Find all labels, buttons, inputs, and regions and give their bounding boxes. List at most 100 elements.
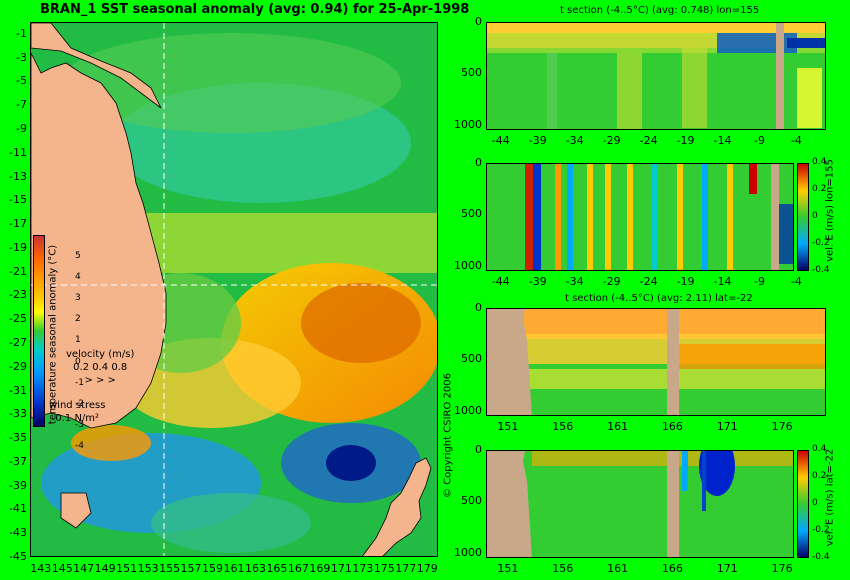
velocity-stripe xyxy=(533,164,541,270)
column-stripe xyxy=(547,53,557,129)
velocity-stripe xyxy=(682,451,688,491)
cold-anomaly-core xyxy=(326,445,376,481)
velocity-legend-arrows: > > > xyxy=(84,375,116,386)
map-y-tick-label: -21 xyxy=(9,264,27,278)
velocity-stripe xyxy=(727,164,733,270)
velocity-legend-values: 0.2 0.4 0.8 xyxy=(73,362,128,373)
map-y-tick-label: -25 xyxy=(9,312,27,326)
section-x-tick-label: -44 xyxy=(491,134,510,147)
section-x-tick-label: 151 xyxy=(497,562,519,575)
velocity-stripe xyxy=(779,204,793,264)
map-y-tick-label: -35 xyxy=(9,431,27,445)
section-x-tick-label: 161 xyxy=(607,420,629,433)
section-y-tick-label: 0 xyxy=(475,301,482,314)
section-x-tick-label: 161 xyxy=(607,562,629,575)
velocity-colorbar-tick: 0.4 xyxy=(812,444,827,454)
map-y-tick-label: -11 xyxy=(9,145,27,159)
sst-anomaly-heatmap xyxy=(31,23,437,556)
land-mask xyxy=(776,23,784,129)
new-zealand-landmass xyxy=(362,457,432,556)
section-x-tick-label: 171 xyxy=(716,420,738,433)
land-mask xyxy=(487,451,532,557)
velocity-stripe xyxy=(749,164,757,194)
temperature-section-lat-22[interactable] xyxy=(486,308,826,416)
panel-1-title: t section (-4..5°C) (avg: 0.748) lon=155 xyxy=(560,5,760,16)
temperature-colorbar-tick: 3 xyxy=(75,293,81,304)
section-x-tick-label: 166 xyxy=(661,420,683,433)
cold-core xyxy=(717,33,797,53)
section-x-tick-label: 156 xyxy=(552,562,574,575)
map-title: BRAN_1 SST seasonal anomaly (avg: 0.94) … xyxy=(40,2,470,17)
section-x-tick-label: -24 xyxy=(639,134,658,147)
section-x-tick-label: 176 xyxy=(771,562,793,575)
temperature-colorbar-tick: -1 xyxy=(75,377,84,388)
velocity-colorbar-tick: 0.2 xyxy=(812,184,827,194)
section-x-tick-label: 166 xyxy=(661,562,683,575)
panel-3-title: t section (-4..5°C) (avg: 2.11) lat=-22 xyxy=(565,293,753,304)
velocity-colorbar-lat-22-label: vel. E (m/s) lat=-22 xyxy=(824,448,836,547)
section-x-tick-label: 171 xyxy=(716,562,738,575)
map-y-tick-label: -29 xyxy=(9,359,27,373)
section-y-tick-label: 1000 xyxy=(454,258,482,272)
map-y-tick-label: -13 xyxy=(9,169,27,183)
section-x-tick-label: 176 xyxy=(771,420,793,433)
velocity-section-lat-22[interactable] xyxy=(486,450,794,558)
section-x-tick-label: -39 xyxy=(528,134,547,147)
temperature-section-lat-22-heatmap xyxy=(487,309,825,415)
velocity-colorbar-tick: -0.4 xyxy=(812,552,830,562)
section-x-tick-label: -14 xyxy=(713,134,732,147)
map-y-tick-label: -7 xyxy=(16,98,27,112)
section-x-tick-label: -9 xyxy=(753,275,765,288)
section-y-tick-label: 1000 xyxy=(454,117,482,131)
velocity-legend: velocity (m/s) 0.2 0.4 0.8 > > > xyxy=(66,348,134,387)
anomaly-patch xyxy=(61,33,401,133)
map-x-tick-label: 151 xyxy=(116,562,138,575)
map-x-tick-label: 167 xyxy=(287,562,309,575)
column-stripe xyxy=(617,53,642,129)
velocity-section-lon155[interactable] xyxy=(486,163,794,271)
map-y-tick-label: -5 xyxy=(16,74,27,88)
map-x-tick-label: 143 xyxy=(30,562,52,575)
wind-legend-label: wind stress xyxy=(49,400,106,411)
map-y-tick-label: -17 xyxy=(9,217,27,231)
sst-anomaly-map[interactable]: 5 4 3 2 1 0 -1 -2 -3 -4 temperature seasonal anom… xyxy=(30,22,438,557)
anomaly-patch xyxy=(151,493,311,553)
map-x-tick-label: 147 xyxy=(73,562,95,575)
section-y-tick-label: 0 xyxy=(475,15,482,28)
map-y-tick-label: -37 xyxy=(9,454,27,468)
map-y-tick-label: -31 xyxy=(9,383,27,397)
warm-anomaly-core xyxy=(301,283,421,363)
map-y-tick-label: -27 xyxy=(9,336,27,349)
velocity-stripe xyxy=(605,164,611,270)
temperature-section-lon155-heatmap xyxy=(487,23,825,129)
temperature-section-lon155[interactable] xyxy=(486,22,826,130)
map-y-tick-label: -45 xyxy=(9,550,27,563)
section-x-tick-label: -44 xyxy=(491,275,510,288)
map-y-tick-label: -15 xyxy=(9,193,27,207)
column-stripe xyxy=(682,48,707,128)
map-x-tick-label: 175 xyxy=(373,562,395,575)
temperature-colorbar-tick: -2 xyxy=(75,398,84,409)
map-x-tick-label: 177 xyxy=(395,562,417,575)
map-y-tick-label: -3 xyxy=(16,50,27,64)
section-x-tick-label: -34 xyxy=(565,275,584,288)
section-y-tick-label: 500 xyxy=(461,494,482,508)
warm-anomaly xyxy=(71,425,151,461)
velocity-legend-label: velocity (m/s) xyxy=(66,349,135,360)
section-y-tick-label: 0 xyxy=(475,156,482,169)
section-y-tick-label: 500 xyxy=(461,352,482,366)
map-y-tick-label: -43 xyxy=(9,526,27,540)
section-y-tick-label: 1000 xyxy=(454,403,482,417)
velocity-stripe xyxy=(525,164,533,270)
tasmania-landmass xyxy=(60,492,92,529)
velocity-colorbar-lon155 xyxy=(797,163,809,271)
velocity-colorbar-tick: -0.2 xyxy=(812,525,830,535)
section-x-tick-label: -14 xyxy=(713,275,732,288)
australia-landmass xyxy=(31,52,167,429)
velocity-section-lat-22-heatmap xyxy=(487,451,793,557)
map-x-tick-label: 161 xyxy=(223,562,245,575)
velocity-stripe xyxy=(555,164,561,270)
temperature-colorbar-tick: 2 xyxy=(75,314,81,325)
section-x-tick-label: -39 xyxy=(528,275,547,288)
map-y-tick-label: -1 xyxy=(16,26,27,40)
